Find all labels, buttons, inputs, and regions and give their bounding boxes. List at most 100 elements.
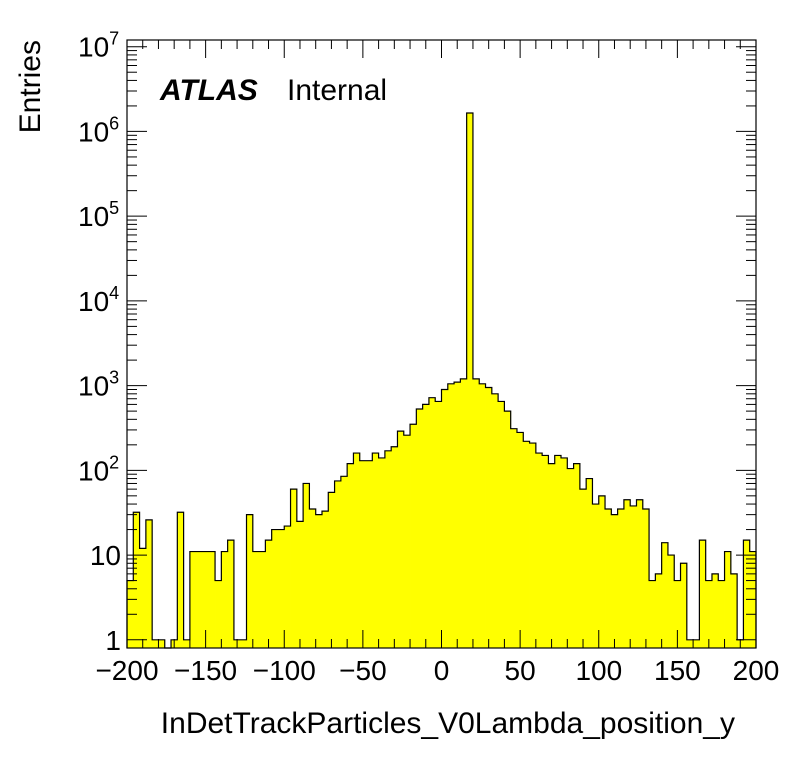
x-tick-label: 50: [505, 655, 536, 686]
histogram-bin: [586, 478, 593, 648]
histogram-bin: [693, 639, 700, 648]
histogram-bin: [454, 382, 461, 648]
histogram-bin: [548, 463, 556, 648]
histogram-bin: [296, 521, 304, 648]
histogram-bin: [221, 551, 229, 648]
histogram-bin: [498, 401, 505, 648]
histogram-bin: [718, 580, 725, 648]
histogram-bin: [410, 424, 417, 648]
histogram-bin: [592, 504, 600, 648]
histogram-bin: [189, 551, 197, 648]
histogram-bin: [561, 457, 568, 648]
histogram-bin: [529, 443, 537, 648]
histogram-bin: [303, 483, 310, 648]
x-tick-label: −100: [253, 655, 316, 686]
y-tick-label: 1: [105, 625, 121, 656]
histogram-bin: [265, 540, 273, 648]
histogram-bin: [246, 514, 254, 648]
histogram-bin: [655, 573, 663, 648]
histogram-bars: [127, 113, 757, 648]
histogram-bin: [542, 455, 549, 648]
histogram-bin: [347, 463, 354, 648]
histogram-bin: [196, 551, 203, 648]
histogram-bin: [139, 548, 147, 648]
histogram-bin: [447, 383, 455, 648]
plot-frame: [126, 39, 757, 649]
y-tick-label: 103: [78, 368, 119, 402]
x-tick-label: 100: [575, 655, 622, 686]
axis-ticks: [126, 40, 757, 648]
y-tick-label: 106: [78, 113, 119, 147]
histogram-bin: [321, 511, 329, 648]
histogram-bin: [259, 551, 266, 648]
histogram-bin: [661, 542, 669, 648]
histogram-bin: [510, 428, 518, 648]
histogram-bin: [353, 453, 361, 648]
histogram-bin: [315, 514, 323, 648]
histogram-bin: [636, 499, 644, 648]
y-tick-label: 107: [78, 29, 119, 63]
histogram-bin: [479, 383, 486, 648]
histogram-bin: [227, 540, 235, 648]
histogram-bin: [699, 540, 707, 648]
histogram-bin: [674, 580, 681, 648]
y-tick-label: 10: [90, 540, 121, 571]
histogram-bin: [611, 514, 619, 648]
histogram-bin: [605, 508, 612, 648]
histogram-bin: [667, 555, 675, 648]
histogram-bin: [328, 492, 335, 648]
histogram-bin: [284, 526, 291, 648]
histogram-bin: [516, 432, 524, 648]
histogram-bin: [158, 639, 166, 648]
x-tick-label: 200: [733, 655, 780, 686]
x-tick-label: 0: [434, 655, 450, 686]
histogram-bin: [240, 639, 247, 648]
histogram-bin: [422, 404, 430, 648]
histogram-bin: [485, 387, 493, 648]
histogram-bin: [403, 435, 411, 648]
histogram-bin: [145, 519, 153, 648]
histogram-bin: [535, 453, 543, 648]
x-tick-label: −200: [95, 655, 158, 686]
histogram-bin: [460, 378, 468, 648]
histogram-bin: [743, 540, 751, 648]
histogram-bin: [290, 489, 298, 648]
histogram-bin: [472, 378, 480, 648]
histogram-bin: [617, 508, 625, 648]
x-tick-labels: −200 −150 −100 −50 0 50 100 150 200: [95, 655, 779, 686]
histogram-bin: [177, 512, 185, 648]
histogram-bin: [441, 389, 449, 648]
x-tick-label: −50: [339, 655, 387, 686]
histogram-bin: [686, 639, 694, 648]
histogram-bin: [309, 508, 317, 648]
histogram-bin: [359, 460, 367, 648]
histogram-bin: [340, 476, 348, 648]
histogram-bin: [711, 573, 719, 648]
histogram-bin: [623, 499, 631, 648]
histogram-bin: [215, 580, 222, 648]
histogram-bin: [277, 529, 285, 648]
histogram-bin: [630, 505, 637, 648]
histogram-bin: [152, 639, 159, 648]
histogram-bin: [252, 551, 260, 648]
histogram-bin: [372, 453, 379, 648]
histogram-bin: [397, 431, 405, 648]
histogram-bin: [428, 397, 436, 648]
histogram-bin: [567, 468, 574, 648]
histogram-bin: [435, 401, 442, 648]
y-tick-labels: 1 10 102 103 104 105 106 107: [78, 29, 121, 656]
histogram-bin: [334, 480, 342, 648]
histogram-outline: [126, 112, 757, 649]
histogram-bin: [271, 529, 279, 648]
histogram-bin: [416, 408, 424, 648]
y-tick-label: 102: [78, 452, 119, 486]
histogram-bin: [730, 573, 738, 648]
histogram-bin: [202, 551, 210, 648]
atlas-badge: ATLAS: [159, 74, 258, 107]
histogram-bin: [378, 457, 386, 648]
x-tick-label: −150: [174, 655, 237, 686]
histogram-bin: [466, 113, 474, 648]
histogram-bin: [208, 551, 216, 648]
histogram-bin: [384, 450, 392, 648]
